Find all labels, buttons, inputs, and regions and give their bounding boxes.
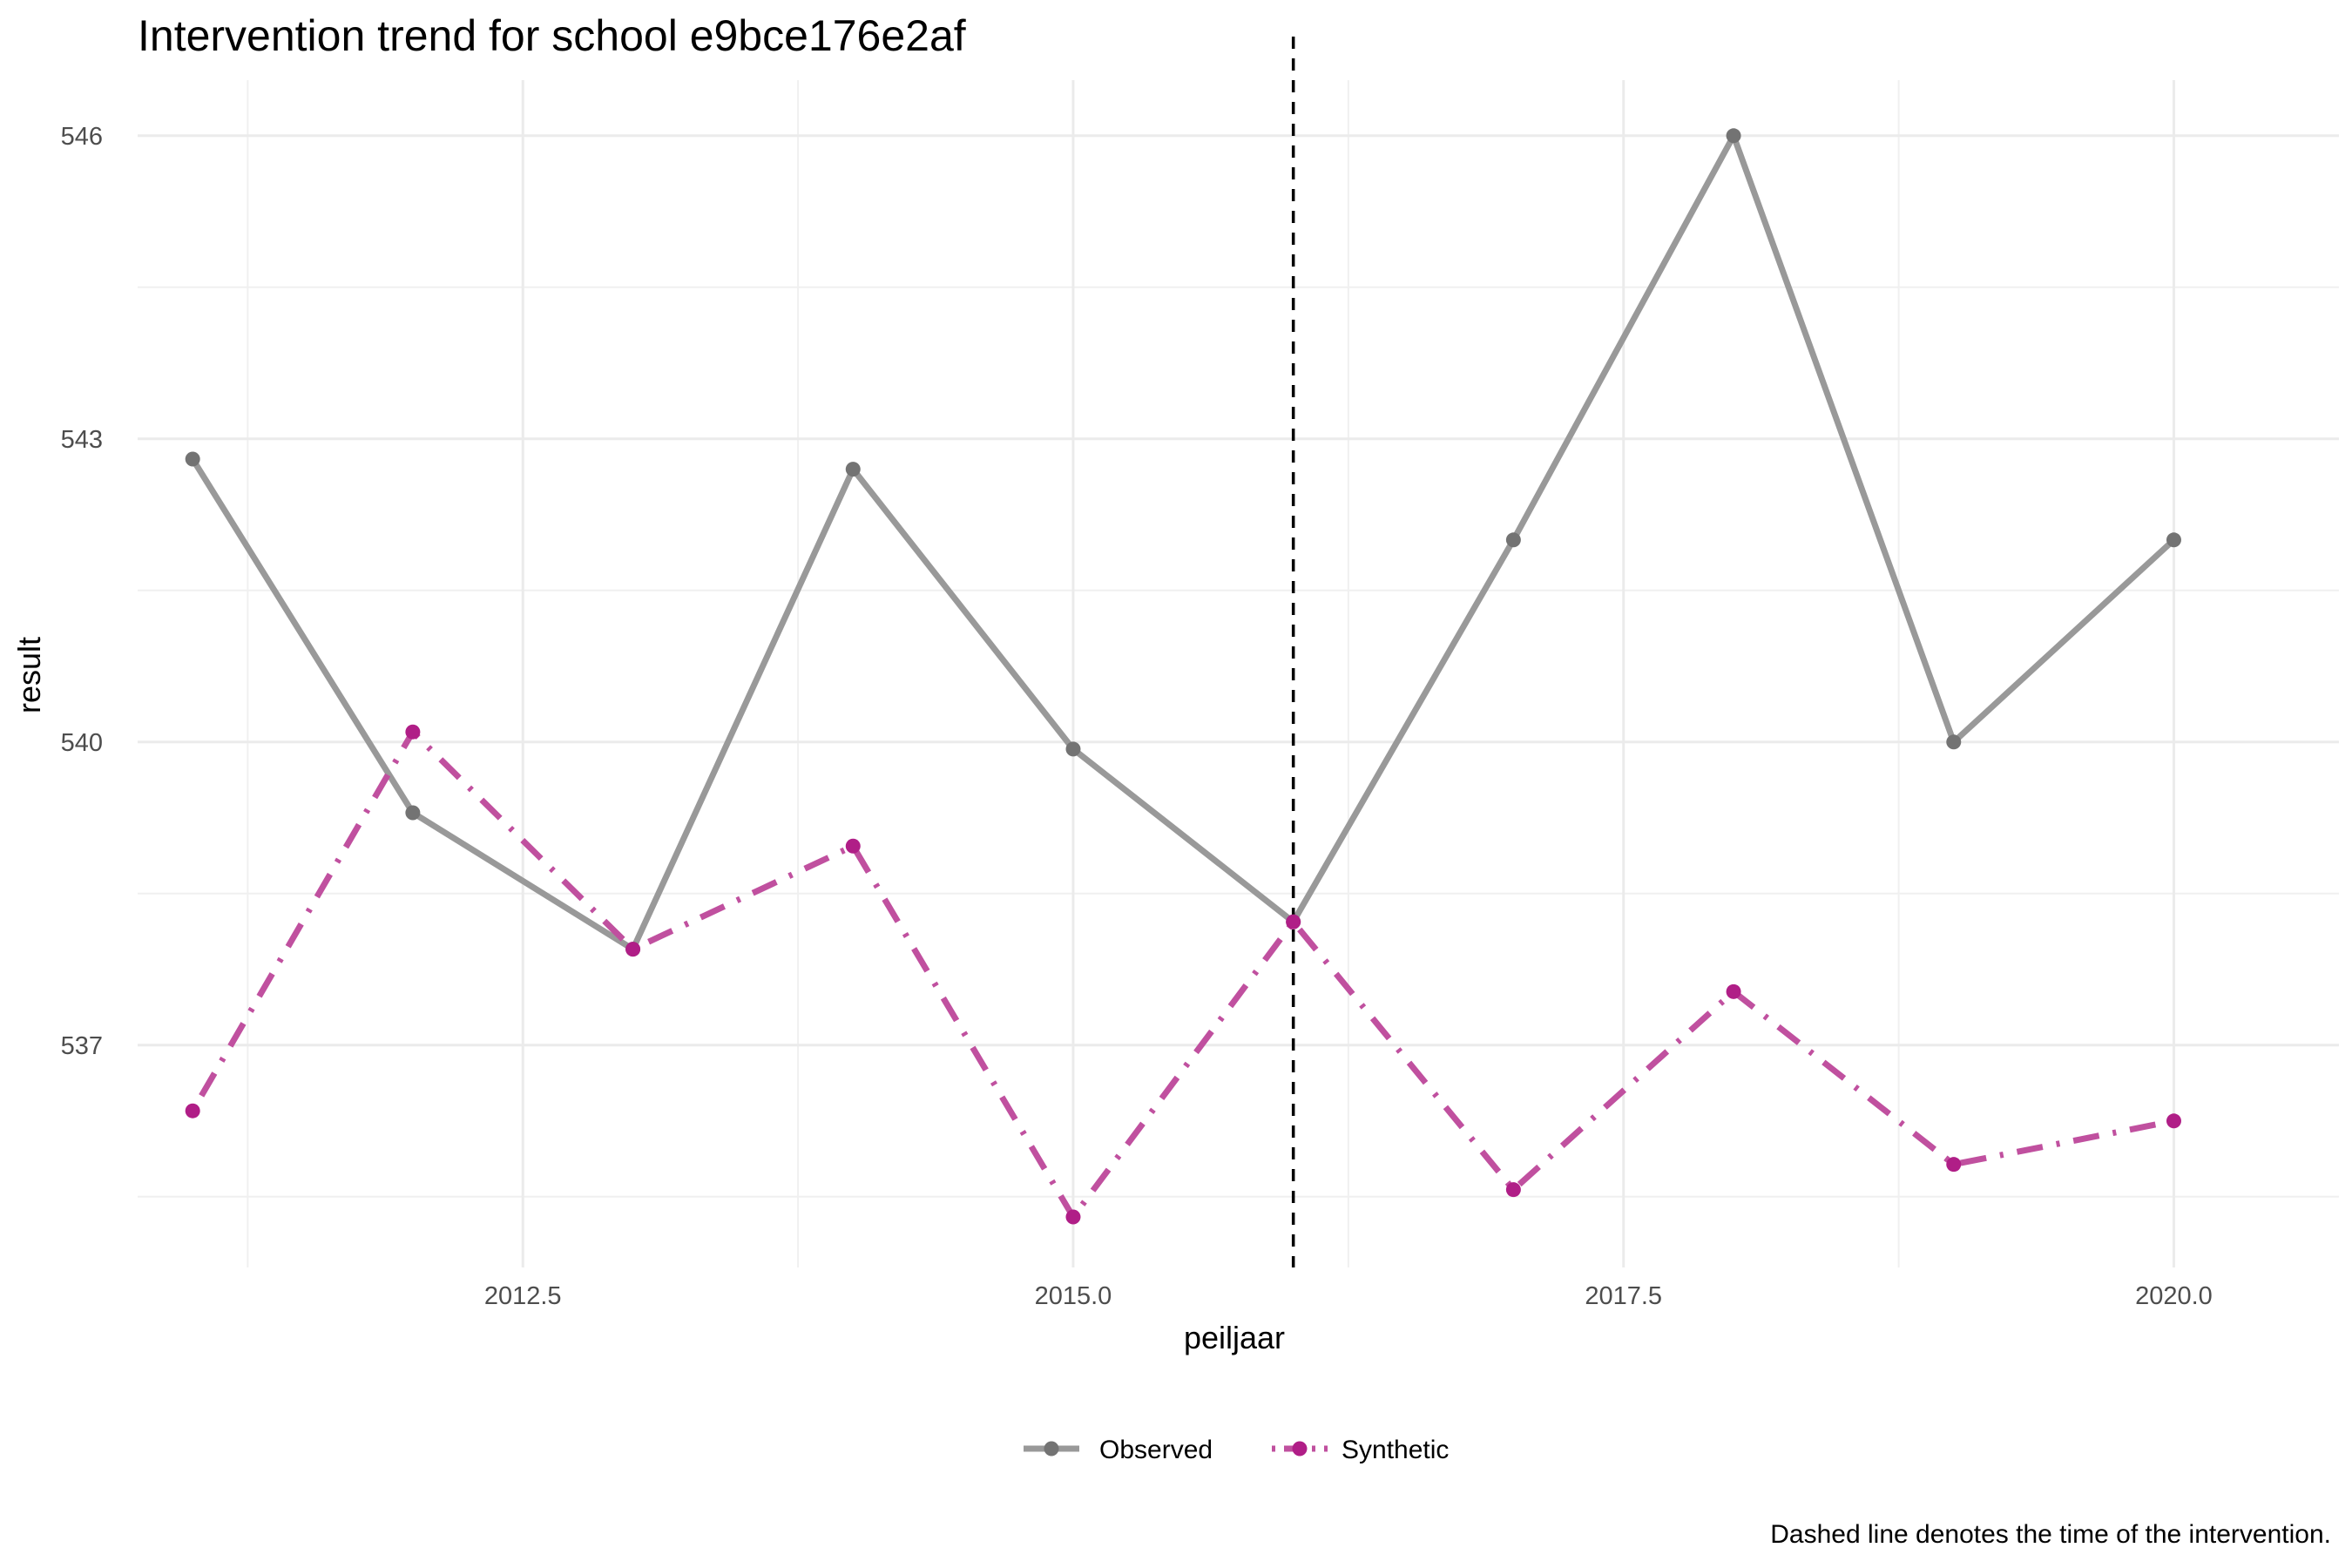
grid-major [138, 80, 2339, 1267]
y-axis-title: result [11, 637, 47, 713]
chart-title: Intervention trend for school e9bce176e2… [138, 11, 966, 60]
data-point-synthetic [1286, 914, 1301, 929]
legend-marker-synthetic [1292, 1441, 1308, 1456]
legend: Observed Synthetic [1024, 1436, 1449, 1464]
points-layer [185, 128, 2181, 1225]
caption: Dashed line denotes the time of the inte… [1770, 1520, 2331, 1549]
grid-minor [138, 80, 2339, 1267]
x-axis-ticks: 2012.5 2015.0 2017.5 2020.0 [484, 1282, 2213, 1310]
data-point-observed [1505, 532, 1521, 548]
data-point-observed [2166, 532, 2181, 548]
data-point-observed [1726, 128, 1741, 144]
x-tick-label: 2017.5 [1585, 1282, 1662, 1310]
data-point-synthetic [1946, 1157, 1962, 1173]
legend-label-synthetic: Synthetic [1342, 1436, 1449, 1464]
data-point-synthetic [405, 724, 421, 740]
x-tick-label: 2012.5 [484, 1282, 562, 1310]
data-point-observed [1946, 734, 1962, 750]
data-point-synthetic [185, 1103, 200, 1119]
data-point-observed [185, 451, 200, 467]
data-point-synthetic [625, 942, 641, 957]
data-point-synthetic [1505, 1182, 1521, 1198]
series-line-synthetic [190, 728, 2175, 1220]
data-point-synthetic [1065, 1209, 1081, 1225]
x-tick-label: 2020.0 [2135, 1282, 2213, 1310]
series-line-observed [190, 132, 2176, 953]
y-axis-ticks: 537 540 543 546 [61, 123, 103, 1060]
data-point-observed [845, 462, 861, 477]
data-point-synthetic [1726, 983, 1741, 999]
legend-label-observed: Observed [1099, 1436, 1213, 1464]
legend-marker-observed [1044, 1441, 1059, 1456]
data-point-observed [1065, 741, 1081, 757]
y-tick-label: 540 [61, 729, 103, 757]
x-axis-title: peiljaar [1184, 1320, 1285, 1355]
x-tick-label: 2015.0 [1035, 1282, 1112, 1310]
data-point-synthetic [845, 838, 861, 854]
data-point-observed [405, 805, 421, 821]
data-point-synthetic [2166, 1113, 2181, 1129]
series-layer [190, 132, 2176, 1220]
y-tick-label: 546 [61, 123, 103, 151]
y-tick-label: 537 [61, 1032, 103, 1060]
y-tick-label: 543 [61, 426, 103, 454]
